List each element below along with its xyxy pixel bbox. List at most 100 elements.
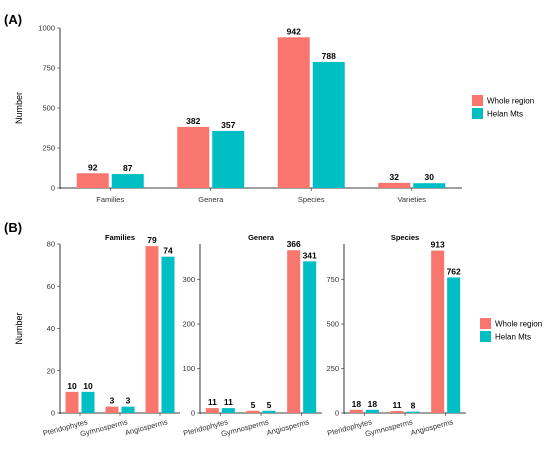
bar — [287, 250, 301, 413]
bar — [212, 130, 245, 188]
y-axis-title: Number — [14, 312, 24, 344]
bar — [406, 411, 420, 413]
bar — [378, 182, 411, 188]
data-label: 341 — [303, 250, 317, 260]
legend-swatch — [480, 318, 491, 329]
data-label: 11 — [393, 400, 402, 410]
bar — [390, 411, 404, 413]
panel-label: (B) — [4, 220, 22, 235]
x-tick-label: Varieties — [397, 195, 426, 204]
bar — [303, 261, 317, 413]
bar — [105, 406, 119, 413]
panel-label: (A) — [4, 12, 22, 27]
data-label: 942 — [287, 26, 301, 36]
y-tick-label: 750 — [42, 64, 55, 73]
y-tick-label: 500 — [42, 104, 55, 113]
data-label: 92 — [88, 162, 98, 172]
bar — [65, 391, 79, 413]
data-label: 3 — [110, 396, 115, 406]
data-label: 32 — [390, 172, 400, 182]
bar — [447, 277, 461, 413]
y-tick-label: 80 — [47, 240, 55, 249]
x-tick-label: Species — [298, 195, 325, 204]
data-label: 5 — [251, 400, 256, 410]
data-label: 18 — [368, 399, 378, 409]
x-tick-label: Families — [96, 195, 124, 204]
chart-title: Families — [105, 233, 135, 242]
bar — [76, 173, 109, 188]
data-label: 788 — [322, 51, 336, 61]
data-label: 11 — [224, 397, 233, 407]
y-tick-label: 100 — [182, 364, 195, 373]
legend-swatch — [472, 108, 483, 119]
bar — [145, 246, 159, 413]
legend-label: Whole region — [487, 97, 534, 106]
data-label: 5 — [267, 400, 272, 410]
bar — [221, 408, 235, 413]
legend-label: Helan Mts — [495, 333, 531, 342]
legend-swatch — [480, 331, 491, 342]
x-tick-label: Gymnosperms — [364, 417, 414, 438]
y-tick-label: 200 — [182, 320, 195, 329]
bar — [161, 256, 175, 413]
data-label: 10 — [67, 381, 77, 391]
bar — [277, 37, 310, 188]
legend: Whole region Helan Mts — [472, 95, 534, 119]
x-tick-label: Angiosperms — [410, 417, 455, 437]
legend: Whole region Helan Mts — [480, 318, 542, 342]
data-label: 87 — [123, 163, 133, 173]
bar — [111, 174, 144, 188]
data-label: 74 — [163, 246, 173, 256]
x-tick-label: Angiosperms — [266, 417, 311, 437]
data-label: 762 — [447, 266, 461, 276]
chart-title: Genera — [248, 233, 275, 242]
chart-title: Species — [391, 233, 419, 242]
bar — [349, 409, 363, 413]
y-tick-label: 40 — [47, 324, 55, 333]
bar — [246, 410, 260, 413]
x-tick-label: Genera — [198, 195, 224, 204]
bar — [81, 391, 95, 413]
legend-swatch — [472, 95, 483, 106]
bar — [413, 183, 446, 188]
data-label: 357 — [221, 120, 235, 130]
y-tick-label: 60 — [47, 282, 55, 291]
bar — [177, 126, 210, 188]
data-label: 366 — [287, 239, 301, 249]
y-tick-label: 500 — [326, 320, 339, 329]
data-label: 382 — [186, 116, 200, 126]
y-tick-label: 250 — [42, 144, 55, 153]
bar — [431, 250, 445, 413]
x-tick-label: Angiosperms — [124, 417, 169, 437]
y-tick-label: 250 — [326, 364, 339, 373]
bar — [262, 410, 276, 413]
bar — [365, 409, 379, 413]
data-label: 8 — [411, 401, 416, 411]
data-label: 18 — [352, 399, 362, 409]
y-tick-label: 0 — [191, 409, 195, 418]
legend-label: Helan Mts — [487, 110, 523, 119]
bar — [312, 61, 345, 188]
y-tick-label: 1000 — [38, 24, 55, 33]
y-tick-label: 300 — [182, 275, 195, 284]
data-label: 30 — [425, 172, 435, 182]
y-axis-title: Number — [14, 92, 24, 124]
y-tick-label: 0 — [51, 184, 55, 193]
y-tick-label: 750 — [326, 275, 339, 284]
data-label: 79 — [147, 235, 157, 245]
data-label: 913 — [431, 240, 445, 250]
y-tick-label: 0 — [335, 409, 339, 418]
chart-panel-0: (A) 0 250 500 750 1000 Number 92 87 Families 382 35… — [4, 12, 534, 204]
data-label: 11 — [208, 397, 217, 407]
bar — [205, 408, 219, 413]
x-tick-label: Gymnosperms — [220, 417, 270, 438]
legend-label: Whole region — [495, 320, 542, 329]
bar — [121, 406, 135, 413]
data-label: 10 — [83, 381, 93, 391]
data-label: 3 — [126, 396, 131, 406]
y-tick-label: 20 — [47, 366, 55, 375]
